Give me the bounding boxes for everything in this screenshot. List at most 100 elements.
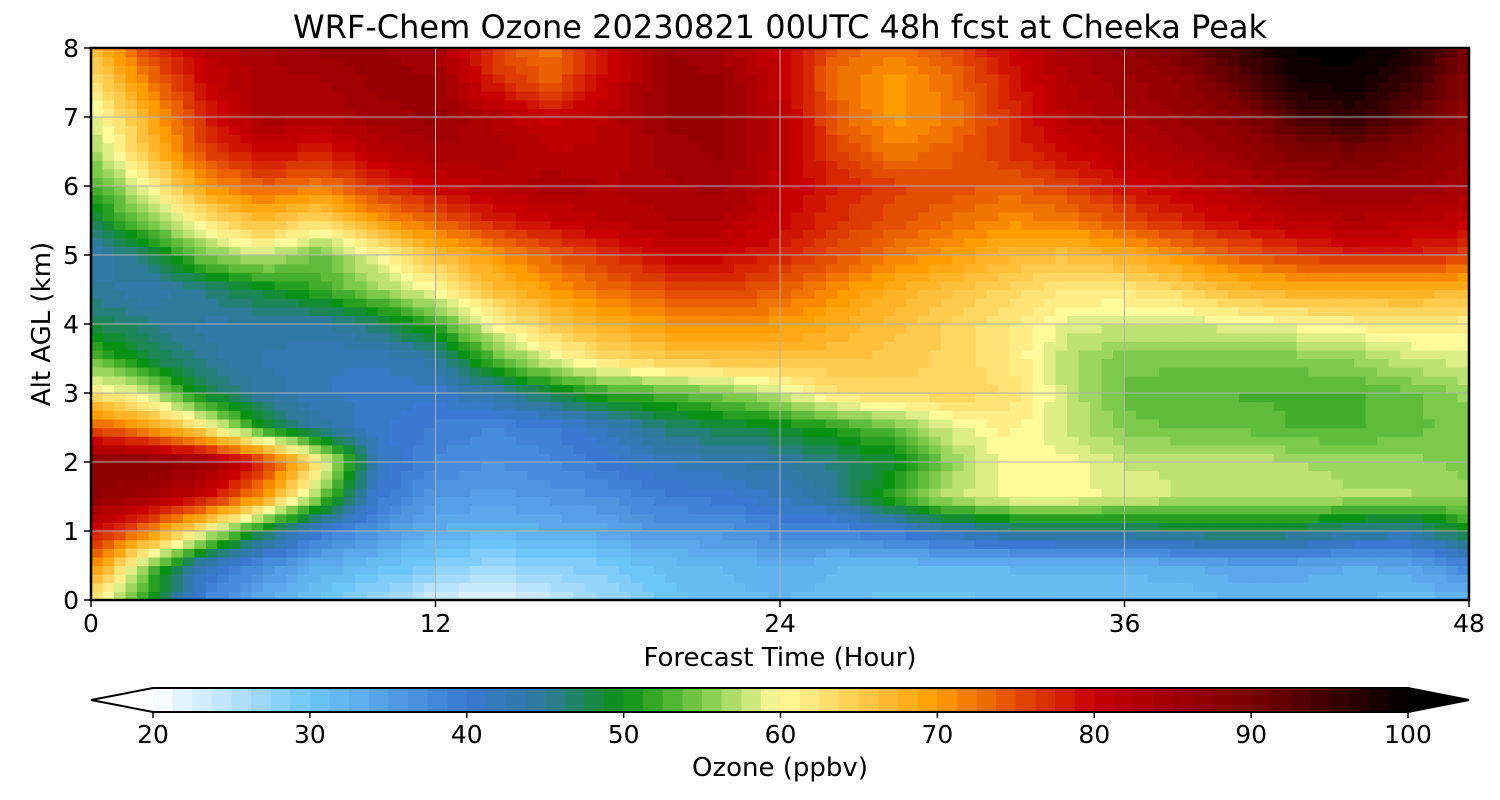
heatmap-cell xyxy=(1400,315,1413,325)
heatmap-cell xyxy=(1377,522,1390,532)
heatmap-cell xyxy=(837,349,850,360)
heatmap-cell xyxy=(435,531,448,541)
heatmap-cell xyxy=(630,410,643,420)
heatmap-cell xyxy=(182,401,195,411)
heatmap-cell xyxy=(148,565,161,575)
heatmap-cell xyxy=(757,453,770,463)
heatmap-cell xyxy=(527,582,540,592)
heatmap-cell xyxy=(825,479,839,489)
heatmap-cell xyxy=(355,487,368,498)
heatmap-cell xyxy=(653,505,666,515)
heatmap-cell xyxy=(1124,280,1137,291)
heatmap-cell xyxy=(860,522,873,532)
heatmap-cell xyxy=(665,505,678,515)
heatmap-cell xyxy=(1078,315,1091,325)
heatmap-cell xyxy=(1170,556,1183,567)
heatmap-cell xyxy=(1365,591,1378,600)
heatmap-cell xyxy=(1044,401,1057,411)
heatmap-cell xyxy=(550,582,563,592)
heatmap-cell xyxy=(366,272,379,282)
heatmap-cell xyxy=(401,298,414,308)
heatmap-cell xyxy=(1147,436,1160,446)
heatmap-cell xyxy=(780,255,793,265)
heatmap-cell xyxy=(1181,453,1194,463)
heatmap-cell xyxy=(1342,513,1355,523)
heatmap-cell xyxy=(1124,418,1137,429)
heatmap-cell xyxy=(665,306,678,316)
heatmap-cell xyxy=(975,341,988,351)
heatmap-cell xyxy=(745,393,758,403)
heatmap-cell xyxy=(1250,393,1263,403)
heatmap-cell xyxy=(894,375,907,385)
heatmap-cell xyxy=(1354,496,1367,506)
heatmap-cell xyxy=(848,289,861,299)
heatmap-cell xyxy=(665,246,678,256)
heatmap-cell xyxy=(1331,479,1344,489)
heatmap-cell xyxy=(446,591,460,600)
heatmap-cell xyxy=(550,496,563,506)
heatmap-cell xyxy=(205,505,218,515)
heatmap-cell xyxy=(906,263,919,273)
heatmap-cell xyxy=(929,237,942,247)
heatmap-cell xyxy=(389,367,402,377)
heatmap-cell xyxy=(538,384,551,394)
heatmap-cell xyxy=(665,280,678,291)
heatmap-cell xyxy=(355,556,368,567)
heatmap-cell xyxy=(1032,289,1045,299)
heatmap-cell xyxy=(481,487,494,498)
heatmap-cell xyxy=(1147,548,1160,558)
heatmap-cell xyxy=(91,298,104,308)
heatmap-cell xyxy=(768,341,781,351)
heatmap-cell xyxy=(1021,556,1034,567)
heatmap-cell xyxy=(653,410,666,420)
heatmap-cell xyxy=(309,539,322,549)
heatmap-cell xyxy=(1273,289,1286,299)
heatmap-cell xyxy=(814,367,827,377)
heatmap-cell xyxy=(401,367,414,377)
heatmap-cell xyxy=(182,306,195,316)
heatmap-cell xyxy=(894,436,907,446)
heatmap-cell xyxy=(1365,272,1378,282)
heatmap-cell xyxy=(435,263,448,273)
heatmap-cell xyxy=(1273,556,1286,567)
heatmap-cell xyxy=(1308,453,1321,463)
heatmap-cell xyxy=(251,470,264,480)
heatmap-cell xyxy=(1009,496,1022,506)
heatmap-cell xyxy=(1285,289,1298,299)
heatmap-cell xyxy=(469,505,483,515)
heatmap-cell xyxy=(653,384,666,394)
heatmap-cell xyxy=(435,487,448,498)
heatmap-cell xyxy=(194,367,207,377)
heatmap-cell xyxy=(1078,453,1091,463)
heatmap-cell xyxy=(1067,479,1080,489)
heatmap-cell xyxy=(607,548,620,558)
heatmap-cell xyxy=(1308,349,1321,360)
heatmap-cell xyxy=(378,531,391,541)
heatmap-cell xyxy=(814,556,827,567)
heatmap-cell xyxy=(1365,582,1378,592)
heatmap-cell xyxy=(171,341,184,351)
heatmap-cell xyxy=(906,349,919,360)
heatmap-cell xyxy=(412,436,425,446)
heatmap-cell xyxy=(492,462,505,472)
heatmap-cell xyxy=(469,556,483,567)
heatmap-cell xyxy=(286,574,299,584)
heatmap-cell xyxy=(1135,591,1149,600)
heatmap-cell xyxy=(217,565,230,575)
heatmap-cell xyxy=(1434,246,1447,256)
heatmap-cell xyxy=(1147,462,1160,472)
heatmap-cell xyxy=(1147,358,1160,368)
heatmap-cell xyxy=(1273,358,1286,368)
heatmap-cell xyxy=(228,548,241,558)
heatmap-cell xyxy=(1296,574,1309,584)
heatmap-cell xyxy=(136,418,150,429)
heatmap-cell xyxy=(699,470,712,480)
heatmap-cell xyxy=(136,453,150,463)
heatmap-cell xyxy=(297,591,310,600)
heatmap-cell xyxy=(986,591,999,600)
heatmap-cell xyxy=(573,548,586,558)
heatmap-cell xyxy=(1147,556,1160,567)
heatmap-cell xyxy=(848,436,861,446)
heatmap-cell xyxy=(1124,574,1137,584)
heatmap-cell xyxy=(515,513,528,523)
